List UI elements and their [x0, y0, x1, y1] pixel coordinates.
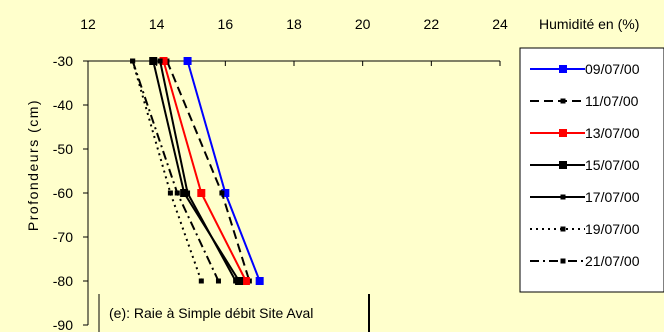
x-tick-label-3: 18: [286, 16, 302, 32]
series-11/07/00: [164, 58, 252, 284]
x-tick-label-0: 12: [80, 16, 96, 32]
legend-item-0: 09/07/00: [530, 61, 640, 77]
legend-label-2: 13/07/00: [585, 125, 640, 141]
data-point-1-1: [219, 190, 225, 196]
series-layer: [130, 57, 264, 285]
legend-frame: [519, 47, 664, 293]
x-tick-label-4: 20: [355, 16, 371, 32]
legend-swatch-marker: [560, 194, 566, 200]
y-axis-title: Profondeurs (cm): [25, 99, 41, 231]
y-tick-label-1: -40: [53, 97, 73, 113]
data-point-2-2: [241, 277, 250, 285]
legend-label-5: 19/07/00: [585, 221, 640, 237]
legend-item-3: 15/07/00: [530, 157, 640, 173]
data-point-6-1: [174, 190, 180, 196]
data-point-3-1: [180, 189, 189, 197]
data-point-4-1: [185, 190, 191, 196]
legend-label-6: 21/07/00: [585, 253, 640, 269]
series-line-5: [131, 60, 203, 282]
series-17/07/00: [157, 58, 239, 284]
series-09/07/00: [183, 57, 264, 285]
series-15/07/00: [149, 57, 244, 285]
annotation-text: (e): Raie à Simple débit Site Aval: [109, 305, 313, 321]
legend-swatch-marker: [559, 161, 567, 169]
y-tick-label-0: -30: [53, 53, 73, 69]
y-ticks: -30 -40 -50 -60 -70 -80 -90: [53, 53, 88, 332]
legend-item-5: 19/07/00: [530, 221, 640, 237]
series-line-6: [131, 60, 220, 282]
y-tick-label-4: -70: [53, 229, 73, 245]
series-line-0: [186, 60, 261, 282]
legend-label-4: 17/07/00: [585, 189, 640, 205]
legend-swatch-marker: [559, 65, 567, 73]
data-point-2-0: [159, 57, 168, 65]
x-tick-label-1: 14: [149, 16, 165, 32]
legend-items: 09/07/00 11/07/00 13/07/00 15/07/00 17/07/00…: [530, 61, 640, 269]
data-point-0-0: [183, 57, 192, 65]
legend-label-1: 11/07/00: [585, 93, 639, 109]
axes-layer: 12 14 16 18 20 22 24 -30 -40 -50 -60 -70 -80 -90 Hum…: [25, 16, 639, 332]
x-ticks: 12 14 16 18 20 22 24: [80, 16, 508, 66]
data-point-4-2: [233, 278, 239, 284]
y-tick-label-3: -60: [53, 185, 73, 201]
legend-swatch-marker: [559, 129, 567, 137]
series-21/07/00: [130, 58, 221, 284]
y-tick-label-5: -80: [53, 273, 73, 289]
x-tick-label-6: 24: [492, 16, 508, 32]
data-point-4-0: [157, 58, 163, 64]
legend: 09/07/00 11/07/00 13/07/00 15/07/00 17/07/00…: [519, 47, 664, 293]
series-13/07/00: [159, 57, 250, 285]
legend-item-4: 17/07/00: [530, 189, 640, 205]
legend-swatch-marker: [560, 98, 566, 104]
x-axis-title: Humidité en (%): [539, 16, 639, 32]
data-point-6-0: [130, 58, 136, 64]
x-tick-label-5: 22: [424, 16, 440, 32]
legend-item-2: 13/07/00: [530, 125, 640, 141]
data-point-6-2: [215, 278, 221, 284]
series-line-2: [162, 60, 247, 282]
legend-label-0: 09/07/00: [585, 61, 640, 77]
data-point-3-0: [149, 57, 158, 65]
legend-swatch-marker: [560, 226, 566, 232]
annotation-box: (e): Raie à Simple débit Site Aval: [98, 294, 370, 332]
data-point-2-1: [197, 189, 206, 197]
legend-label-3: 15/07/00: [585, 157, 640, 173]
x-tick-label-2: 16: [218, 16, 234, 32]
y-tick-label-6: -90: [53, 317, 73, 332]
data-point-0-2: [255, 277, 264, 285]
data-point-0-1: [221, 189, 230, 197]
legend-swatch-marker: [560, 258, 566, 264]
data-point-5-2: [198, 278, 204, 284]
data-point-5-1: [167, 190, 173, 196]
data-point-3-2: [235, 277, 244, 285]
legend-item-6: 21/07/00: [530, 253, 640, 269]
y-tick-label-2: -50: [53, 141, 73, 157]
legend-item-1: 11/07/00: [530, 93, 639, 109]
